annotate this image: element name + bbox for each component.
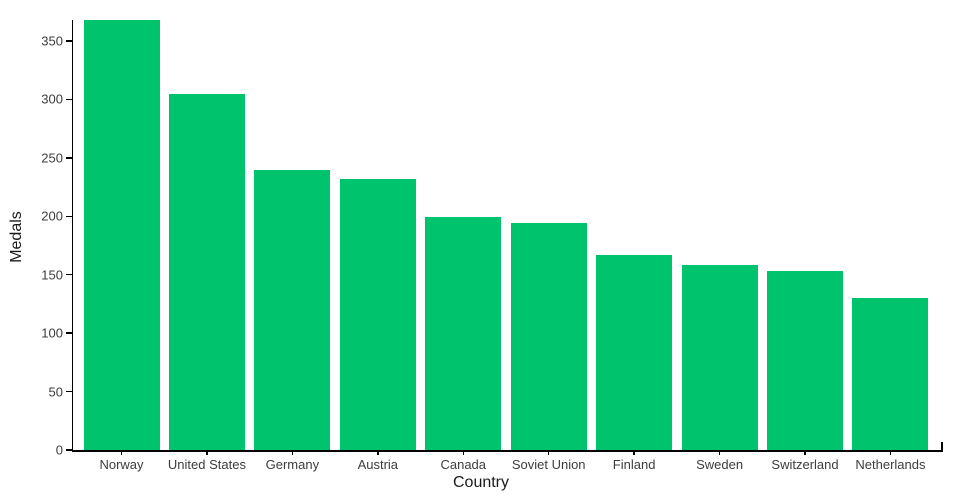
bar [425,217,502,450]
x-tick-label: Norway [99,457,144,472]
x-tick-label: Soviet Union [511,457,586,472]
x-tick [291,450,294,455]
x-tick-label: United States [167,457,246,472]
y-tick-label: 0 [55,442,63,458]
x-tick [889,450,892,455]
x-tick-label: Sweden [696,457,744,472]
x-tick [804,450,806,455]
x-tick-label: Canada [440,457,487,472]
y-tick-label: 100 [41,325,63,341]
x-tick [633,450,635,455]
bar [767,271,844,450]
x-tick [462,450,464,455]
y-tick [65,40,72,42]
x-tick-label: Germany [265,457,320,472]
y-tick-label: 150 [41,267,63,283]
y-tick [65,98,72,101]
bar [681,265,758,450]
y-axis-line [71,20,73,452]
y-tick [65,273,72,276]
x-tick-label: Netherlands [855,457,926,472]
y-tick-label: 300 [41,91,63,107]
x-axis-title: Country [452,474,510,491]
x-tick-label: Austria [357,457,399,472]
y-tick-label: 200 [41,208,63,224]
y-tick-label: 50 [48,384,63,400]
plot-area: 0 50 100 150 200 250 300 350 Norway United State… [41,20,943,471]
y-tick-label: 250 [41,150,63,166]
bar [254,169,331,450]
x-tick [718,450,721,455]
bar [510,223,587,450]
y-tick [65,390,72,393]
y-tick [65,332,72,334]
bar [168,93,245,450]
y-tick [65,215,72,218]
x-tick [206,450,208,455]
x-axis-end-cap [941,442,943,450]
x-tick [120,450,123,455]
y-axis-title: Medals [8,211,25,263]
bar [852,298,929,450]
y-tick [65,157,72,159]
x-tick-label: Finland [612,457,656,472]
x-tick [377,450,379,455]
bar [596,254,673,450]
bar [83,20,160,450]
x-tick [547,450,550,455]
x-axis-line [71,450,943,452]
y-tick-label: 350 [41,33,63,49]
x-tick-label: Switzerland [771,457,839,472]
y-tick [65,449,72,451]
bar [339,178,416,450]
